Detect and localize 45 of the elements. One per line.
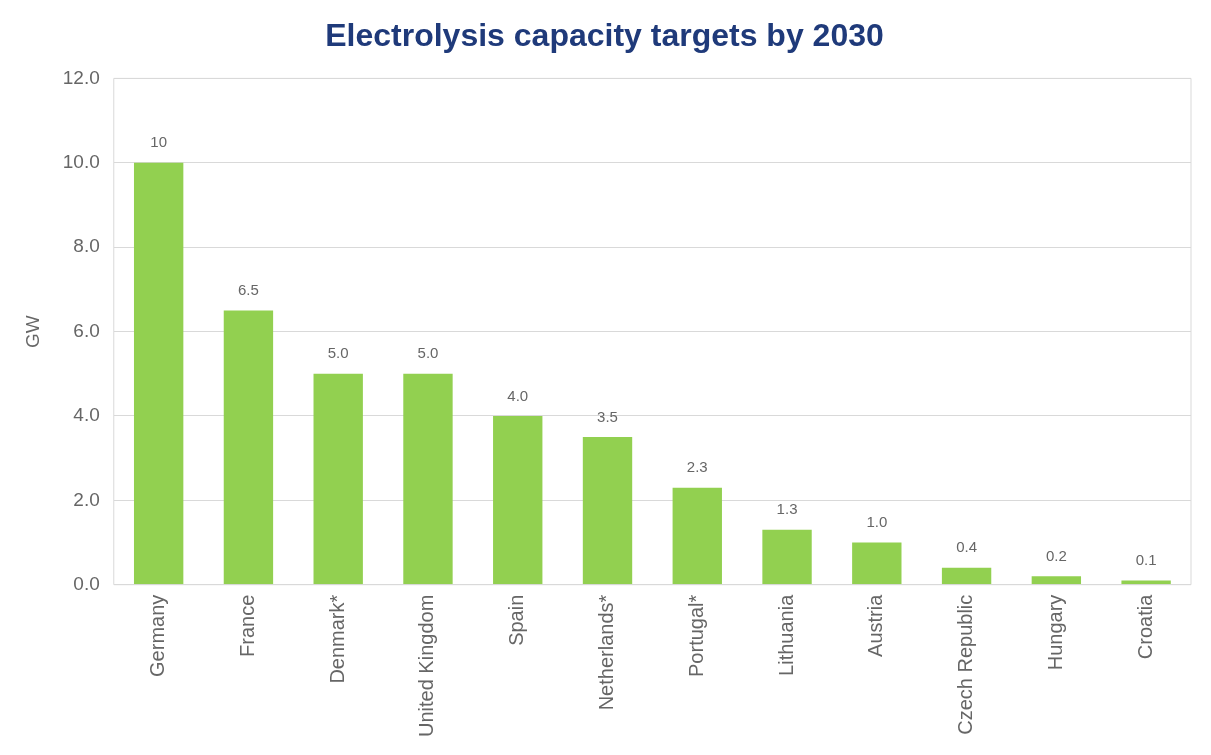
bar bbox=[313, 373, 363, 585]
data-label: 10 bbox=[150, 133, 168, 151]
data-label: 0.2 bbox=[1045, 546, 1067, 564]
chart-title: Electrolysis capacity targets by 2030 bbox=[325, 17, 884, 54]
data-label: 0.4 bbox=[956, 538, 978, 556]
data-label: 5.0 bbox=[327, 344, 349, 362]
bar bbox=[762, 529, 812, 585]
x-tick-label: Lithuania bbox=[774, 593, 797, 676]
y-tick-label: 2.0 bbox=[73, 488, 100, 510]
bar bbox=[493, 415, 543, 585]
data-label: 1.0 bbox=[866, 513, 888, 531]
data-label: 1.3 bbox=[776, 500, 798, 518]
x-tick-label: France bbox=[235, 594, 258, 657]
x-tick-label: Croatia bbox=[1133, 593, 1156, 660]
y-axis-title: GW bbox=[21, 315, 43, 348]
bar bbox=[403, 373, 453, 585]
x-tick-label: Hungary bbox=[1043, 594, 1066, 671]
x-tick-label: Denmark* bbox=[325, 594, 348, 684]
data-label: 6.5 bbox=[238, 281, 259, 299]
x-tick-label: Netherlands* bbox=[595, 594, 618, 711]
bar bbox=[852, 542, 902, 585]
y-tick-label: 4.0 bbox=[73, 404, 100, 426]
x-tick-label: Austria bbox=[864, 593, 887, 657]
bar bbox=[133, 162, 184, 585]
x-tick-label: Portugal* bbox=[684, 594, 707, 677]
y-tick-label: 10.0 bbox=[62, 151, 100, 173]
data-label: 4.0 bbox=[507, 386, 529, 404]
y-tick-label: 6.0 bbox=[73, 319, 100, 341]
x-tick-label: Czech Republic bbox=[954, 594, 977, 735]
x-tick-label: Germany bbox=[146, 594, 169, 677]
x-tick-label: Spain bbox=[505, 594, 528, 646]
bar bbox=[941, 567, 992, 585]
bar bbox=[582, 437, 633, 585]
y-tick-label: 12.0 bbox=[62, 66, 100, 88]
y-tick-label: 8.0 bbox=[73, 235, 100, 257]
data-label: 3.5 bbox=[597, 407, 618, 425]
data-label: 5.0 bbox=[417, 344, 439, 362]
bar bbox=[223, 310, 274, 585]
data-label: 2.3 bbox=[686, 458, 708, 476]
bar bbox=[1121, 580, 1171, 585]
data-label: 0.1 bbox=[1135, 551, 1157, 569]
y-tick-label: 0.0 bbox=[73, 572, 100, 594]
bar bbox=[672, 487, 722, 585]
bar bbox=[1031, 576, 1082, 585]
x-tick-label: United Kingdom bbox=[415, 594, 438, 738]
